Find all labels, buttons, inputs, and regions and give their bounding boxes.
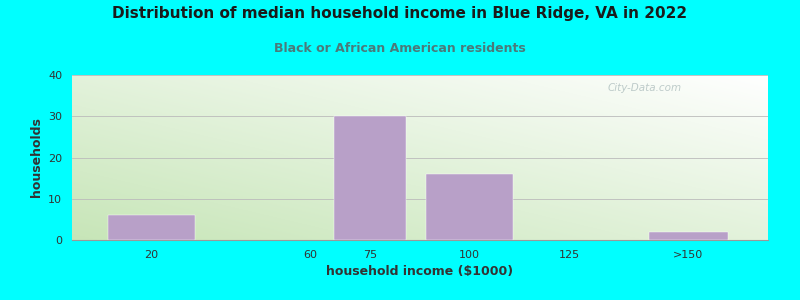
Text: Distribution of median household income in Blue Ridge, VA in 2022: Distribution of median household income … (113, 6, 687, 21)
Bar (426, 174, 514, 240)
Bar (649, 232, 728, 240)
X-axis label: household income ($1000): household income ($1000) (326, 265, 514, 278)
Bar (108, 215, 195, 240)
Text: Black or African American residents: Black or African American residents (274, 42, 526, 55)
Y-axis label: households: households (30, 118, 42, 197)
Text: City-Data.com: City-Data.com (608, 83, 682, 93)
Bar (334, 116, 406, 240)
